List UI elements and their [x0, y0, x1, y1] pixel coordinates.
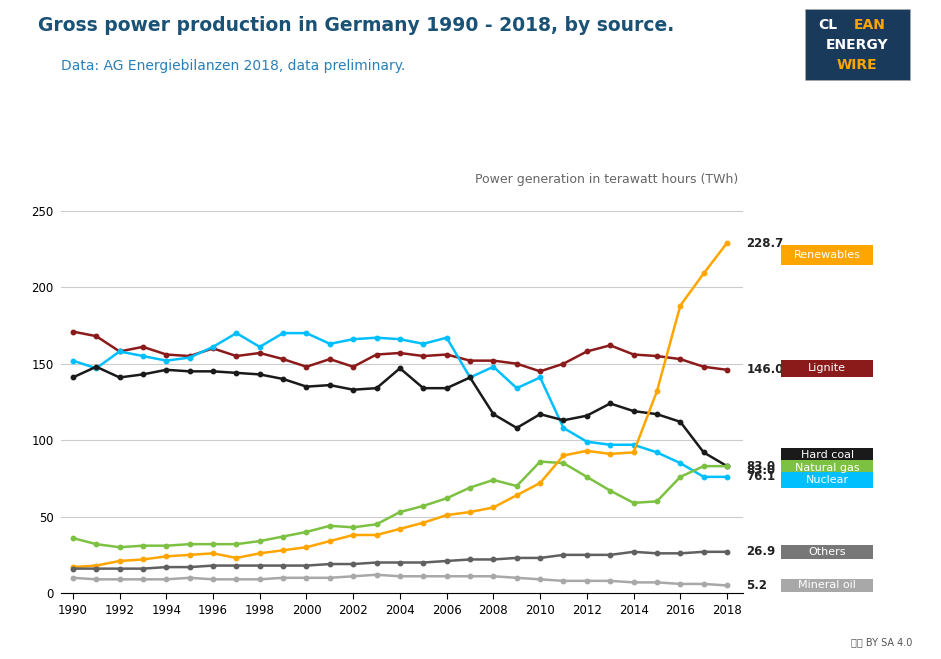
Text: Renewables: Renewables [793, 250, 861, 260]
Text: EAN: EAN [854, 18, 885, 32]
Text: 83.0: 83.0 [746, 464, 775, 477]
Text: Mineral oil: Mineral oil [798, 581, 856, 590]
Text: Data: AG Energiebilanzen 2018, data preliminary.: Data: AG Energiebilanzen 2018, data prel… [61, 59, 406, 73]
Text: 83.0: 83.0 [746, 460, 775, 473]
Text: 76.1: 76.1 [746, 471, 775, 483]
Text: ENERGY: ENERGY [826, 38, 888, 52]
Text: Lignite: Lignite [808, 363, 846, 373]
Text: WIRE: WIRE [837, 58, 878, 72]
Text: Natural gas: Natural gas [795, 463, 859, 473]
Text: Power generation in terawatt hours (TWh): Power generation in terawatt hours (TWh) [475, 173, 739, 186]
Text: Gross power production in Germany 1990 - 2018, by source.: Gross power production in Germany 1990 -… [38, 16, 674, 36]
Text: 228.7: 228.7 [746, 237, 784, 250]
Text: Nuclear: Nuclear [805, 475, 849, 485]
Text: ⒸⒸ BY SA 4.0: ⒸⒸ BY SA 4.0 [852, 637, 913, 647]
Text: CL: CL [818, 18, 837, 32]
Text: 146.0: 146.0 [746, 363, 784, 376]
Text: 26.9: 26.9 [746, 546, 775, 558]
Text: 5.2: 5.2 [746, 579, 767, 592]
Text: Others: Others [808, 547, 846, 557]
Text: Hard coal: Hard coal [801, 451, 853, 461]
